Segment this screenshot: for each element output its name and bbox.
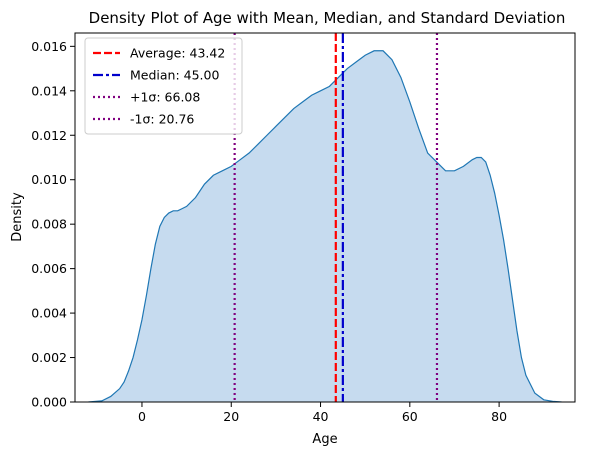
x-axis-label: Age: [312, 432, 337, 447]
legend-label-3: +1σ: 66.08: [130, 90, 200, 105]
y-tick-label: 0.000: [31, 395, 67, 410]
axes-frame: [74, 32, 576, 403]
y-tick-label: 0.008: [31, 217, 67, 232]
legend-label-2: Median: 45.00: [130, 68, 219, 83]
y-axis: 0.000 0.002 0.004 0.006 0.008 0.010 0.012 0.014…: [31, 39, 75, 410]
y-tick-label: 0.006: [31, 261, 67, 276]
x-tick-label: 20: [223, 409, 239, 424]
plot-area: [88, 33, 562, 402]
y-tick-label: 0.016: [31, 39, 67, 54]
legend-label-4: -1σ: 20.76: [130, 112, 194, 127]
x-tick-label: 0: [138, 409, 146, 424]
chart-title: Density Plot of Age with Mean, Median, a…: [89, 9, 566, 27]
density-fill: [88, 50, 562, 402]
density-line: [88, 50, 562, 402]
x-axis: 0 20 40 60 80: [138, 402, 507, 424]
y-tick-label: 0.004: [31, 306, 67, 321]
x-tick-label: 40: [313, 409, 329, 424]
y-tick-label: 0.002: [31, 350, 67, 365]
x-tick-label: 80: [491, 409, 507, 424]
legend: Average: 43.42 Median: 45.00 +1σ: 66.08 -1σ…: [84, 37, 243, 135]
x-tick-label: 60: [402, 409, 418, 424]
y-tick-label: 0.014: [31, 83, 67, 98]
y-axis-label: Density: [10, 192, 25, 242]
y-tick-label: 0.012: [31, 128, 67, 143]
y-tick-label: 0.010: [31, 172, 67, 187]
legend-box: [84, 37, 243, 135]
legend-label-1: Average: 43.42: [130, 46, 225, 61]
